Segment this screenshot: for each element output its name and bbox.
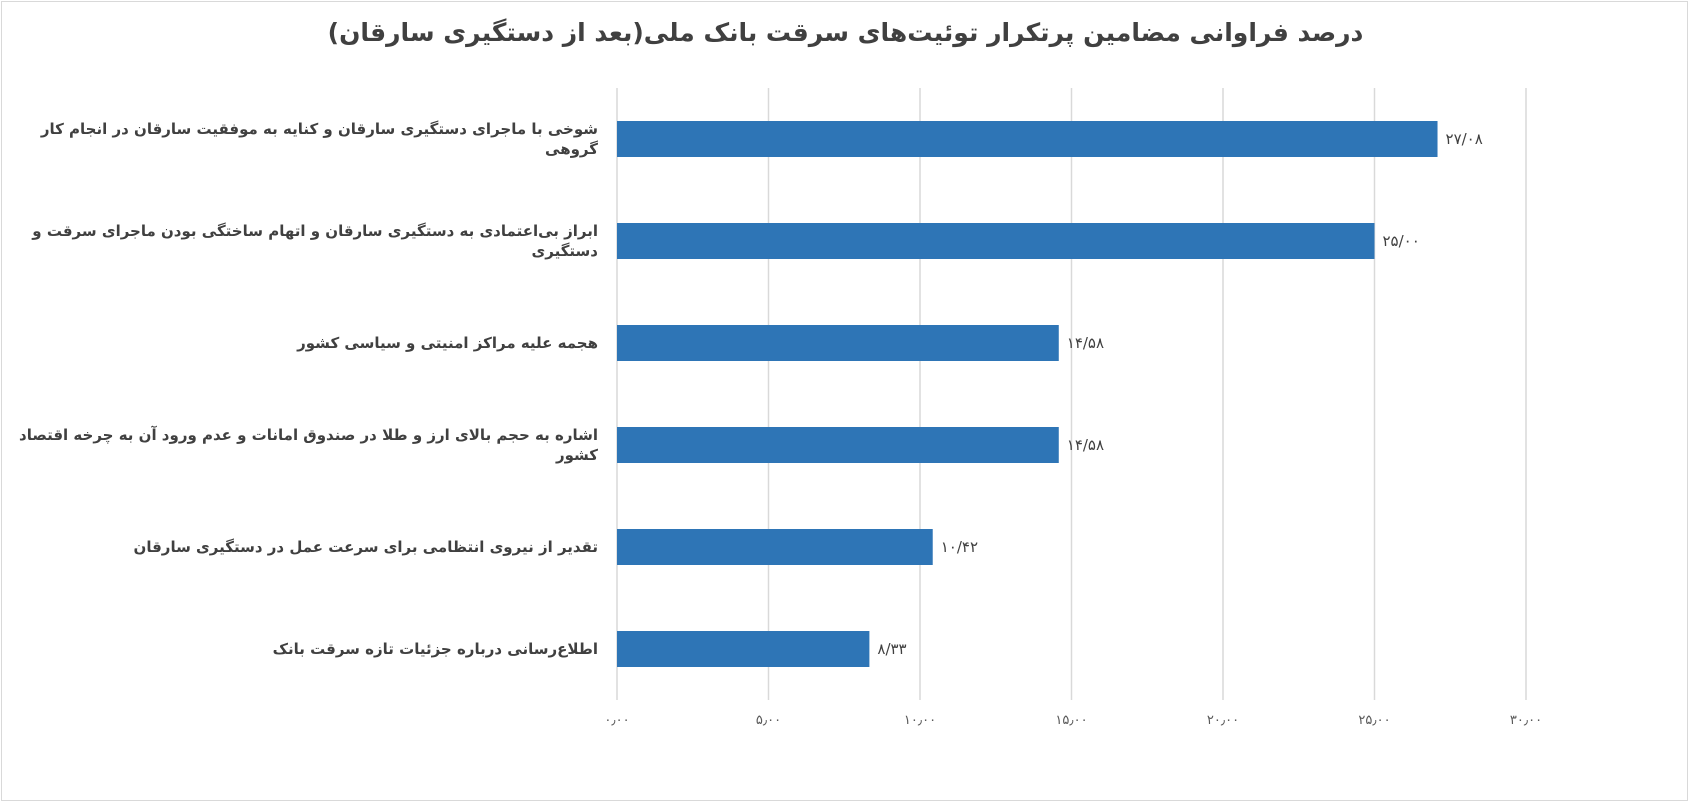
category-label-text: تقدیر از نیروی انتظامی برای سرعت عمل در … [133, 538, 598, 556]
category-label: هجمه علیه مراکز امنیتی و سیاسی کشور [8, 298, 598, 388]
bar [617, 223, 1375, 259]
data-label: ۸/۳۳ [877, 640, 906, 658]
category-label: تقدیر از نیروی انتظامی برای سرعت عمل در … [8, 502, 598, 592]
x-tick-label: ۱۰٫۰۰ [904, 713, 936, 728]
category-label: اشاره به حجم بالای ارز و طلا در صندوق ام… [8, 400, 598, 490]
x-tick-label: ۳۰٫۰۰ [1510, 713, 1542, 728]
category-label-text: ابراز بی‌اعتمادی به دستگیری سارقان و اته… [32, 222, 598, 260]
data-label: ۲۷/۰۸ [1446, 130, 1483, 148]
category-label-text: اشاره به حجم بالای ارز و طلا در صندوق ام… [19, 426, 598, 464]
data-label: ۱۰/۴۲ [941, 538, 978, 556]
category-label-text: شوخی با ماجرای دستگیری سارقان و کنایه به… [40, 120, 598, 158]
bar [617, 631, 870, 667]
category-label: ابراز بی‌اعتمادی به دستگیری سارقان و اته… [8, 196, 598, 286]
data-label: ۱۴/۵۸ [1067, 436, 1104, 454]
data-label: ۲۵/۰۰ [1383, 232, 1420, 250]
x-tick-label: ۲۵٫۰۰ [1358, 713, 1390, 728]
bar [617, 529, 933, 565]
bar [617, 121, 1438, 157]
data-label: ۱۴/۵۸ [1067, 334, 1104, 352]
x-tick-label: ۰٫۰۰ [604, 713, 629, 728]
bar [617, 325, 1059, 361]
x-tick-label: ۱۵٫۰۰ [1055, 713, 1087, 728]
bar [617, 427, 1059, 463]
category-label: شوخی با ماجرای دستگیری سارقان و کنایه به… [8, 94, 598, 184]
x-tick-label: ۲۰٫۰۰ [1207, 713, 1239, 728]
x-tick-label: ۵٫۰۰ [756, 713, 781, 728]
chart-title: درصد فراوانی مضامین پرتکرار توئیت‌های سر… [327, 18, 1364, 47]
category-label-text: اطلاع‌رسانی درباره جزئیات تازه سرقت بانک [272, 640, 598, 658]
category-label-text: هجمه علیه مراکز امنیتی و سیاسی کشور [297, 334, 598, 352]
category-label: اطلاع‌رسانی درباره جزئیات تازه سرقت بانک [8, 604, 598, 694]
